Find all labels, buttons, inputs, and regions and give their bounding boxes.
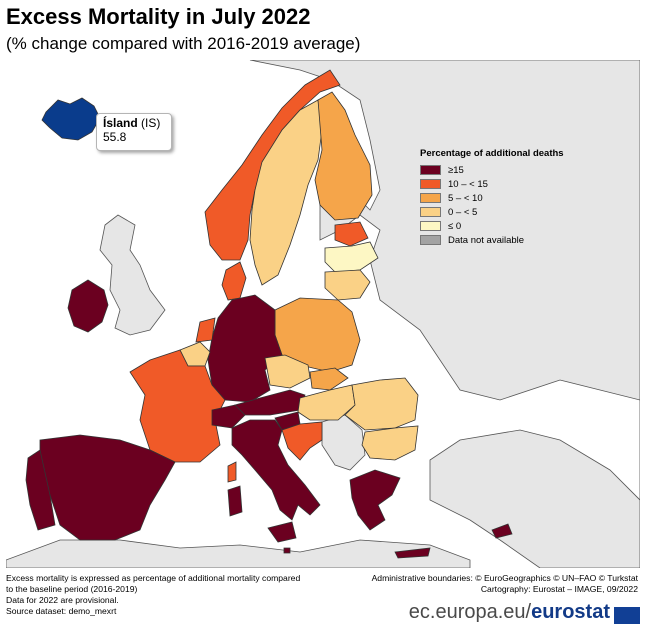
country-italy bbox=[231, 419, 321, 521]
footnote-line: Cartography: Eurostat – IMAGE, 09/2022 bbox=[480, 584, 638, 594]
country-croatia bbox=[281, 421, 323, 461]
country-sweden bbox=[249, 99, 323, 286]
footnote-left: Excess mortality is expressed as percent… bbox=[6, 573, 300, 617]
map-legend: Percentage of additional deaths ≥15 10 – … bbox=[420, 148, 564, 247]
footnote-line: Excess mortality is expressed as percent… bbox=[6, 573, 301, 583]
country-lithuania bbox=[324, 269, 371, 301]
legend-swatch bbox=[420, 235, 441, 245]
eu-flag-icon bbox=[614, 607, 640, 624]
footnote-line: Data for 2022 are provisional. bbox=[6, 595, 119, 605]
iceland-callout: Ísland (IS) 55.8 bbox=[96, 113, 172, 151]
country-greece bbox=[349, 469, 401, 531]
legend-item: ≥15 bbox=[420, 163, 564, 177]
country-latvia bbox=[324, 241, 379, 273]
land-non-eu-uk bbox=[99, 214, 166, 336]
legend-label: ≥15 bbox=[448, 164, 464, 176]
country-spain bbox=[39, 434, 176, 541]
legend-swatch bbox=[420, 179, 441, 189]
country-malta bbox=[283, 547, 291, 554]
country-greece-crete bbox=[394, 547, 431, 559]
legend-swatch bbox=[420, 207, 441, 217]
legend-label: 10 – < 15 bbox=[448, 178, 488, 190]
country-slovakia bbox=[309, 367, 349, 391]
brand-name: eurostat bbox=[531, 601, 610, 623]
iceland-code: (IS) bbox=[141, 116, 161, 130]
country-france-corsica bbox=[227, 461, 237, 483]
country-cyprus bbox=[491, 523, 513, 539]
legend-item: 0 – < 5 bbox=[420, 205, 564, 219]
brand-prefix: ec.europa.eu/ bbox=[408, 601, 532, 623]
legend-label: Data not available bbox=[448, 234, 525, 246]
legend-items: ≥15 10 – < 15 5 – < 10 0 – < 5 ≤ 0 Data not a… bbox=[420, 163, 564, 247]
legend-swatch bbox=[420, 193, 441, 203]
eurostat-logo-text: ec.europa.eu/eurostat bbox=[409, 601, 610, 624]
footnote-line: to the baseline period (2016-2019) bbox=[6, 584, 138, 594]
legend-title: Percentage of additional deaths bbox=[420, 148, 564, 159]
legend-label: 0 – < 5 bbox=[448, 206, 478, 218]
country-netherlands bbox=[195, 317, 216, 343]
legend-item: ≤ 0 bbox=[420, 219, 564, 233]
iceland-name: Ísland bbox=[103, 116, 138, 130]
legend-label: ≤ 0 bbox=[448, 220, 462, 232]
footnote-line: Administrative boundaries: © EuroGeograp… bbox=[371, 573, 638, 583]
country-bulgaria bbox=[361, 425, 419, 461]
country-czechia bbox=[264, 354, 311, 389]
country-switzerland bbox=[211, 404, 246, 429]
europe-map bbox=[6, 60, 640, 568]
footnote-line: Source dataset: demo_mexrt bbox=[6, 606, 117, 616]
map-title: Excess Mortality in July 2022 bbox=[6, 4, 311, 29]
country-estonia bbox=[334, 221, 369, 247]
country-portugal bbox=[25, 449, 56, 531]
legend-swatch bbox=[420, 221, 441, 231]
country-hungary bbox=[297, 384, 356, 421]
map-svg bbox=[6, 60, 640, 568]
legend-item: 5 – < 10 bbox=[420, 191, 564, 205]
map-subtitle: (% change compared with 2016-2019 averag… bbox=[6, 34, 361, 53]
iceland-value: 55.8 bbox=[103, 130, 127, 144]
country-ireland bbox=[67, 279, 109, 333]
legend-label: 5 – < 10 bbox=[448, 192, 483, 204]
country-italy-sardinia bbox=[227, 485, 243, 517]
country-romania bbox=[344, 377, 419, 431]
legend-item: 10 – < 15 bbox=[420, 177, 564, 191]
land-non-eu bbox=[249, 60, 640, 568]
country-finland bbox=[314, 91, 373, 221]
country-germany bbox=[207, 294, 283, 403]
legend-item: Data not available bbox=[420, 233, 564, 247]
legend-swatch bbox=[420, 165, 441, 175]
country-italy-sicily bbox=[267, 521, 297, 543]
footnote-right: Administrative boundaries: © EuroGeograp… bbox=[372, 573, 638, 595]
